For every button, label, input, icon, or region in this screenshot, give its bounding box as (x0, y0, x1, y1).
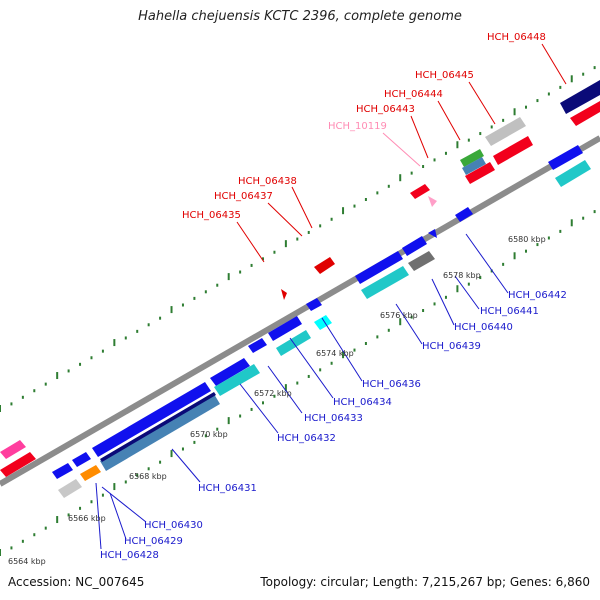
gene-label: HCH_06440 (454, 322, 513, 333)
gene-feature[interactable] (248, 338, 267, 353)
gene-feature[interactable] (460, 149, 484, 167)
forward-gene-labels: HCH_06435 HCH_06437 HCH_06438 HCH_10119 … (182, 32, 546, 221)
accession-text: Accession: NC_007645 (8, 575, 145, 589)
scale-label: 6574 kbp (316, 349, 354, 358)
gene-label: HCH_06430 (144, 520, 203, 531)
gene-feature[interactable] (408, 251, 435, 271)
gene-feature[interactable] (72, 452, 91, 467)
gene-label: HCH_06431 (198, 483, 257, 494)
gene-label: HCH_06436 (362, 379, 421, 390)
gene-feature[interactable] (210, 358, 250, 386)
scale-label: 6570 kbp (190, 430, 228, 439)
gene-feature[interactable] (548, 145, 583, 170)
gene-label: HCH_06435 (182, 210, 241, 221)
gene-feature[interactable] (52, 463, 73, 479)
gene-label: HCH_06437 (214, 191, 273, 202)
reverse-genes (52, 145, 591, 498)
gene-feature[interactable] (455, 207, 473, 222)
gene-feature[interactable] (80, 465, 101, 481)
gene-feature[interactable] (314, 257, 335, 274)
gene-feature[interactable] (100, 394, 220, 471)
gene-feature[interactable] (493, 136, 533, 165)
gene-feature[interactable] (560, 80, 600, 114)
gene-feature[interactable] (0, 452, 36, 477)
genome-summary-text: Topology: circular; Length: 7,215,267 bp… (260, 575, 590, 589)
gene-label: HCH_06433 (304, 413, 363, 424)
map-title: Hahella chejuensis KCTC 2396, complete g… (138, 9, 462, 24)
scale-label: 6576 kbp (380, 311, 418, 320)
gene-feature[interactable] (428, 196, 437, 207)
gene-feature[interactable] (485, 117, 526, 146)
gene-feature[interactable] (268, 316, 302, 341)
scale-label: 6564 kbp (8, 557, 46, 566)
scale-label: 6578 kbp (443, 271, 481, 280)
scale-label: 6580 kbp (508, 235, 546, 244)
gene-label: HCH_06429 (124, 536, 183, 547)
scale-label: 6572 kbp (254, 389, 292, 398)
reverse-gene-labels: HCH_06428 HCH_06429 HCH_06430 HCH_06431 … (100, 290, 567, 561)
gene-label: HCH_06441 (480, 306, 539, 317)
scale-labels: 6564 kbp 6566 kbp 6568 kbp 6570 kbp 6572… (8, 235, 546, 566)
gene-feature[interactable] (465, 162, 495, 184)
gene-feature[interactable] (92, 382, 211, 457)
gene-label: HCH_06448 (487, 32, 546, 43)
gene-feature[interactable] (314, 315, 332, 330)
gene-feature[interactable] (410, 184, 430, 199)
tick-tracks (0, 66, 596, 556)
leader-lines (95, 43, 567, 550)
gene-label: HCH_06445 (415, 70, 474, 81)
gene-feature[interactable] (58, 479, 82, 498)
gene-feature[interactable] (402, 236, 427, 256)
gene-feature[interactable] (0, 440, 26, 459)
gene-feature[interactable] (555, 160, 591, 187)
gene-feature[interactable] (462, 157, 486, 175)
scale-label: 6568 kbp (129, 472, 167, 481)
gene-label: HCH_06434 (333, 397, 392, 408)
gene-feature[interactable] (214, 364, 260, 396)
forward-genes (0, 80, 600, 477)
gene-feature[interactable] (428, 229, 437, 238)
gene-label: HCH_06438 (238, 176, 297, 187)
gene-label: HCH_10119 (328, 121, 387, 132)
gene-feature[interactable] (281, 289, 287, 300)
gene-feature[interactable] (355, 251, 403, 284)
gene-label: HCH_06442 (508, 290, 567, 301)
scale-label: 6566 kbp (68, 514, 106, 523)
gene-label: HCH_06432 (277, 433, 336, 444)
gene-label: HCH_06439 (422, 341, 481, 352)
gene-feature[interactable] (570, 101, 600, 126)
gene-label: HCH_06443 (356, 104, 415, 115)
gene-label: HCH_06444 (384, 89, 443, 100)
gene-feature[interactable] (100, 392, 216, 462)
gene-feature[interactable] (361, 266, 409, 299)
gene-feature[interactable] (306, 298, 322, 311)
gene-label: HCH_06428 (100, 550, 159, 561)
genome-backbone (0, 135, 600, 487)
